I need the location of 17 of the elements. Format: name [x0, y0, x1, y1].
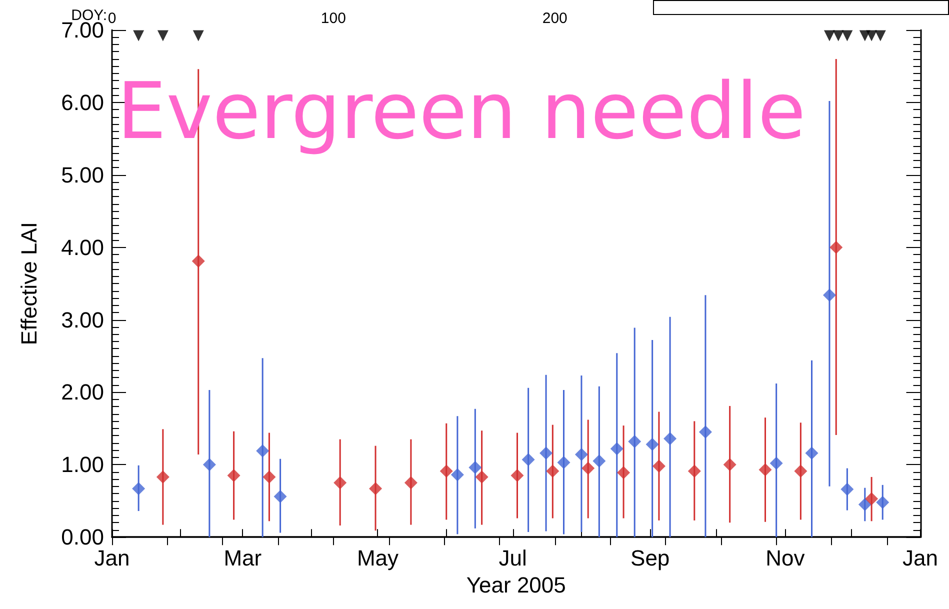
- y-tick-label: 4.00: [61, 234, 104, 260]
- x2-tick-label: 0: [108, 10, 116, 27]
- x-tick-label: Sep: [630, 546, 670, 571]
- y-tick-label: 5.00: [61, 162, 104, 188]
- y-tick-label: 3.00: [61, 307, 104, 332]
- x-tick-label: Nov: [766, 546, 805, 571]
- x2-tick-label: 100: [320, 10, 346, 27]
- y-tick-label: 2.00: [61, 380, 104, 405]
- x-axis-title: Year 2005: [466, 572, 566, 598]
- x-tick-label: Jul: [498, 546, 527, 571]
- y-tick-label: 1.00: [61, 452, 104, 478]
- y-tick-label: 6.00: [61, 90, 104, 115]
- x2-tick-label: 200: [542, 10, 568, 27]
- x-tick-label: May: [356, 546, 399, 571]
- x-tick-label: Jan: [902, 546, 938, 571]
- x-tick-label: Mar: [224, 546, 262, 571]
- y-axis-title: Effective LAI: [16, 222, 42, 346]
